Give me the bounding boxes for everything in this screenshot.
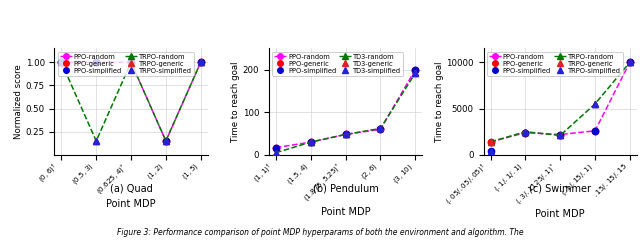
Text: (a) Quad: (a) Quad: [109, 184, 152, 194]
Legend: PPO-random, PPO-generic, PPO-simplified, TRPO-random, TRPO-generic, TRPO-simplif: PPO-random, PPO-generic, PPO-simplified,…: [487, 52, 623, 76]
Y-axis label: Time to reach goal: Time to reach goal: [231, 61, 240, 142]
X-axis label: Point MDP: Point MDP: [535, 209, 585, 219]
X-axis label: Point MDP: Point MDP: [106, 199, 156, 209]
Legend: PPO-random, PPO-generic, PPO-simplified, TD3-random, TD3-generic, TD3-simplified: PPO-random, PPO-generic, PPO-simplified,…: [272, 52, 403, 76]
Text: (c) Swimmer: (c) Swimmer: [529, 184, 591, 194]
Text: (b) Pendulum: (b) Pendulum: [313, 184, 378, 194]
X-axis label: Point MDP: Point MDP: [321, 207, 371, 217]
Y-axis label: Normalized score: Normalized score: [14, 64, 23, 139]
Legend: PPO-random, PPO-generic, PPO-simplified, TRPO-random, TRPO-generic, TRPO-simplif: PPO-random, PPO-generic, PPO-simplified,…: [58, 52, 194, 76]
Y-axis label: Time to reach goal: Time to reach goal: [435, 61, 444, 142]
Text: Figure 3: Performance comparison of point MDP hyperparams of both the environmen: Figure 3: Performance comparison of poin…: [116, 228, 524, 237]
